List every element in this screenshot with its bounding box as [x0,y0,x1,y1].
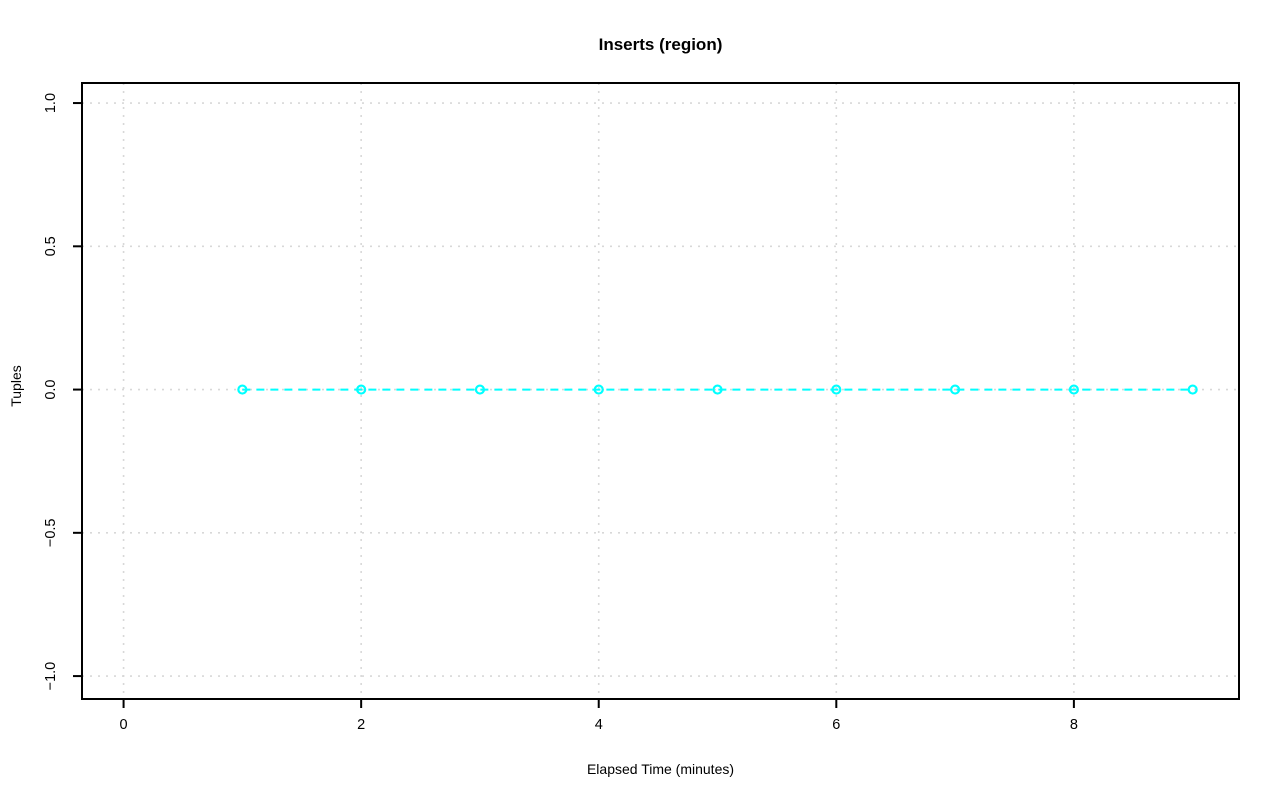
y-tick-label: 0.5 [43,236,59,256]
x-axis-label: Elapsed Time (minutes) [586,761,735,777]
x-tick-label: 6 [832,717,840,733]
data-point-marker [712,384,723,395]
x-tick-label: 4 [595,717,603,733]
data-point-marker [237,384,248,395]
y-tick-label: −1.0 [43,662,59,691]
x-tick-label: 8 [1070,717,1078,733]
y-axis-label: Tuples [8,365,24,407]
plot-panel-background [82,83,1239,699]
x-tick-label: 0 [120,717,128,733]
y-tick-label: −0.5 [43,519,59,548]
x-tick-label: 2 [357,717,365,733]
plot-box [81,82,1240,700]
data-point-marker [831,384,842,395]
chart-title: Inserts (region) [598,35,723,54]
data-point-marker [356,384,367,395]
data-point-marker [1187,384,1198,395]
data-point-marker [949,384,961,395]
data-point-marker [1068,384,1079,395]
y-tick-label: 0.0 [43,379,59,399]
data-point-marker [593,384,604,395]
y-tick-label: 1.0 [43,93,59,113]
data-point-marker [474,384,486,395]
